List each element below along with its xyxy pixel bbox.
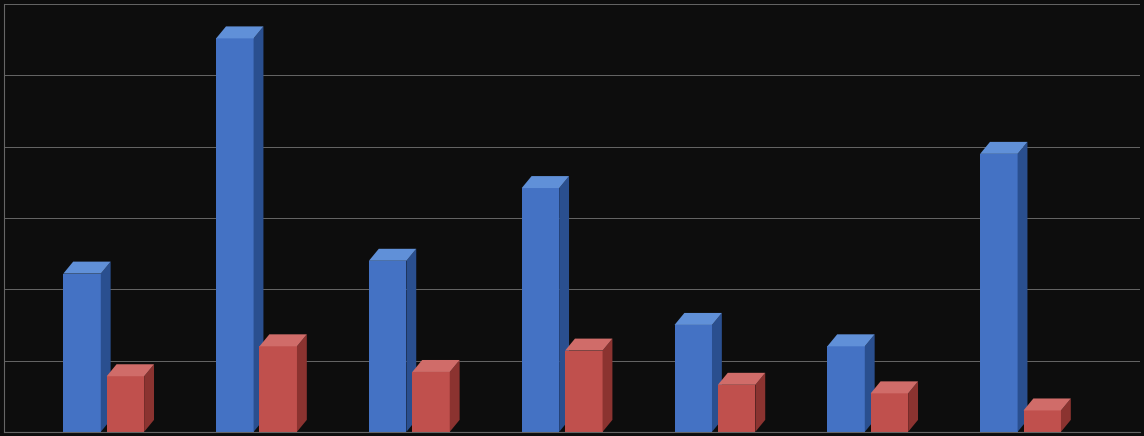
Bar — [63, 274, 101, 432]
Bar — [827, 346, 865, 432]
Polygon shape — [368, 249, 416, 261]
Bar — [522, 188, 559, 432]
Polygon shape — [1060, 399, 1071, 432]
Polygon shape — [260, 334, 307, 346]
Bar — [675, 325, 712, 432]
Polygon shape — [297, 334, 307, 432]
Polygon shape — [412, 360, 460, 372]
Polygon shape — [559, 176, 569, 432]
Bar — [718, 385, 755, 432]
Polygon shape — [101, 262, 111, 432]
Polygon shape — [522, 176, 569, 188]
Polygon shape — [63, 262, 111, 274]
Polygon shape — [406, 249, 416, 432]
Polygon shape — [871, 382, 917, 393]
Bar — [216, 38, 254, 432]
Polygon shape — [865, 334, 875, 432]
Polygon shape — [1018, 142, 1027, 432]
Bar — [412, 372, 450, 432]
Polygon shape — [254, 27, 263, 432]
Polygon shape — [603, 339, 612, 432]
Polygon shape — [980, 142, 1027, 154]
Bar — [260, 346, 297, 432]
Polygon shape — [718, 373, 765, 385]
Polygon shape — [144, 364, 154, 432]
Polygon shape — [450, 360, 460, 432]
Bar — [368, 261, 406, 432]
Bar — [106, 376, 144, 432]
Polygon shape — [675, 313, 722, 325]
Polygon shape — [712, 313, 722, 432]
Polygon shape — [565, 339, 612, 351]
Bar — [980, 154, 1018, 432]
Polygon shape — [755, 373, 765, 432]
Polygon shape — [216, 27, 263, 38]
Bar — [1024, 410, 1060, 432]
Bar — [871, 393, 908, 432]
Polygon shape — [908, 382, 917, 432]
Polygon shape — [827, 334, 875, 346]
Bar — [565, 351, 603, 432]
Polygon shape — [1024, 399, 1071, 410]
Polygon shape — [106, 364, 154, 376]
